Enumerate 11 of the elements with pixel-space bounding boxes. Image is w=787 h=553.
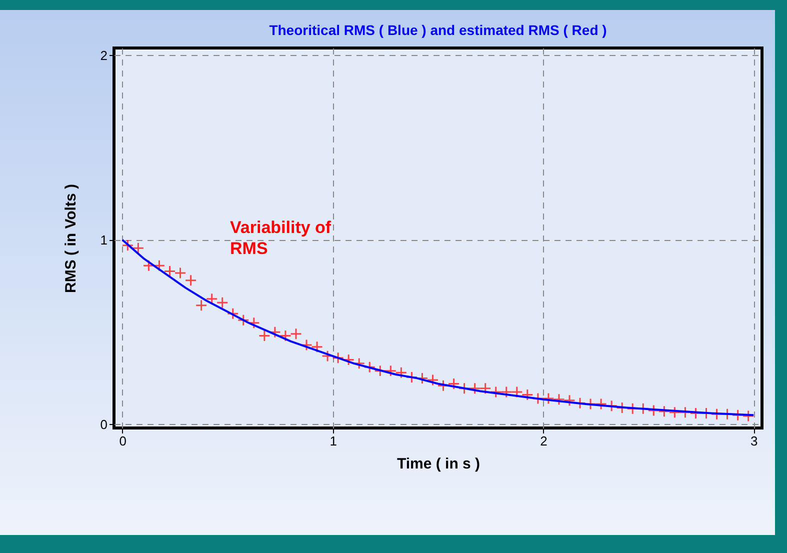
- y-axis-title: RMS ( in Volts ): [62, 184, 80, 293]
- x-tick-label: 2: [540, 434, 548, 448]
- y-tick-label: 1: [100, 232, 108, 248]
- y-tick-label: 2: [100, 48, 108, 63]
- annotation: Variability of RMS: [230, 218, 332, 258]
- x-tick-label: 0: [119, 434, 127, 448]
- x-tick-label: 3: [750, 434, 758, 448]
- x-axis-title: Time ( in s ): [396, 456, 480, 472]
- chart-title: Theoritical RMS ( Blue ) and estimated RMS ( Red ): [269, 22, 607, 38]
- x-tick-label: 1: [330, 434, 337, 448]
- y-tick-label: 0: [100, 416, 108, 432]
